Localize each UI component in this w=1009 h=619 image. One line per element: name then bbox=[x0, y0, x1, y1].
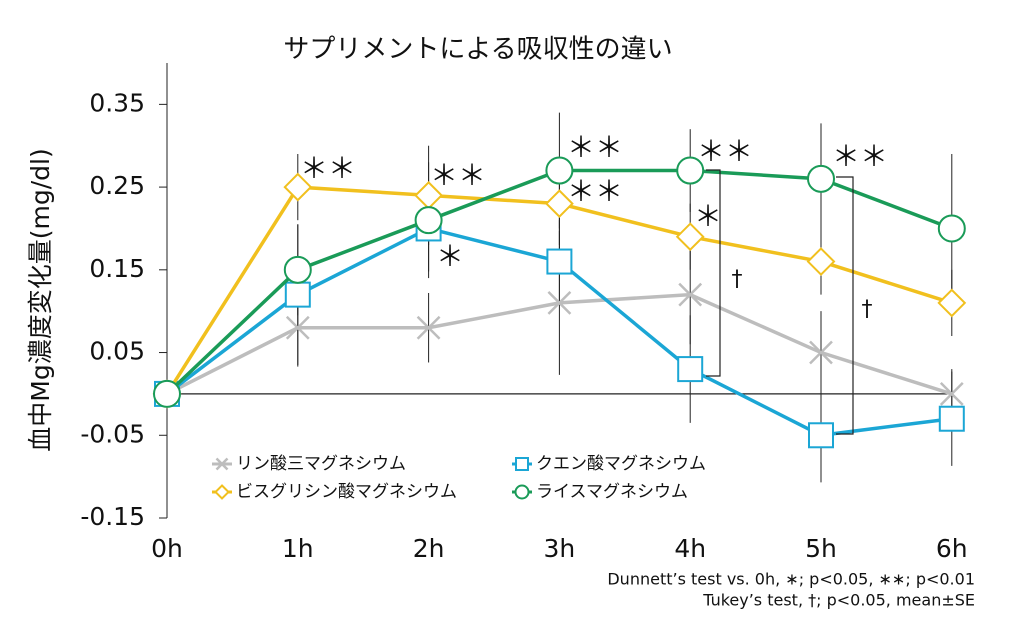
annotation: † bbox=[732, 267, 743, 292]
legend-marker bbox=[214, 484, 230, 500]
annotation: ＊＊ bbox=[567, 131, 623, 164]
chart-title: サプリメントによる吸収性の違い bbox=[283, 35, 672, 65]
marker bbox=[283, 172, 313, 202]
marker bbox=[675, 222, 705, 252]
x-tick-label: 1h bbox=[282, 534, 314, 563]
annotation: ＊＊ bbox=[832, 140, 888, 173]
marker bbox=[937, 214, 966, 243]
y-tick-label: 0.35 bbox=[89, 88, 145, 117]
y-tick-label: 0.25 bbox=[89, 171, 145, 200]
legend-marker bbox=[215, 457, 229, 471]
marker bbox=[544, 189, 574, 219]
marker bbox=[547, 291, 572, 315]
y-tick-label: 0.05 bbox=[89, 337, 145, 366]
y-tick-label: -0.15 bbox=[80, 502, 145, 531]
x-tick-label: 3h bbox=[544, 534, 576, 563]
marker bbox=[677, 356, 704, 383]
annotation: ＊ bbox=[694, 200, 722, 233]
marker bbox=[283, 255, 312, 284]
marker bbox=[285, 315, 310, 340]
marker bbox=[806, 247, 836, 276]
marker bbox=[545, 156, 574, 185]
annotation: ＊＊ bbox=[430, 159, 486, 192]
x-tick-label: 0h bbox=[151, 534, 183, 563]
marker bbox=[937, 288, 967, 318]
marker bbox=[809, 340, 833, 365]
marker bbox=[153, 379, 181, 408]
legend-marker bbox=[515, 457, 529, 471]
annotation: ＊＊ bbox=[567, 175, 623, 208]
legend-label: ライスマグネシウム bbox=[536, 482, 688, 502]
annotation: ＊＊ bbox=[300, 152, 356, 185]
legend-label: クエン酸マグネシウム bbox=[536, 454, 706, 474]
x-tick-label: 5h bbox=[805, 534, 837, 563]
y-tick-label: -0.05 bbox=[80, 419, 145, 448]
marker bbox=[414, 206, 443, 235]
legend-marker bbox=[514, 484, 530, 500]
marker bbox=[416, 315, 441, 340]
annotation: † bbox=[862, 297, 873, 322]
annotation: ＊ bbox=[436, 240, 464, 273]
bracket bbox=[706, 169, 721, 377]
legend-label: ビスグリシン酸マグネシウム bbox=[236, 482, 457, 502]
x-tick-label: 4h bbox=[674, 534, 706, 563]
x-tick-label: 6h bbox=[936, 534, 968, 563]
marker bbox=[808, 422, 834, 449]
footnote: Tukey’s test, †; p<0.05, mean±SE bbox=[702, 591, 975, 610]
x-tick-label: 2h bbox=[413, 534, 445, 563]
annotation: ＊＊ bbox=[697, 135, 753, 168]
marker bbox=[284, 281, 311, 308]
bracket bbox=[836, 176, 854, 435]
marker bbox=[939, 382, 964, 406]
y-axis-label: 血中Mg濃度変化量(mg/dl) bbox=[26, 148, 55, 451]
footnote: Dunnett’s test vs. 0h, ∗; p<0.05, ∗∗; p<… bbox=[607, 570, 975, 589]
marker bbox=[678, 282, 703, 307]
marker bbox=[546, 248, 573, 275]
marker bbox=[676, 156, 705, 185]
marker bbox=[938, 405, 965, 432]
legend-label: リン酸三マグネシウム bbox=[236, 454, 406, 474]
y-tick-label: 0.15 bbox=[89, 254, 145, 283]
marker bbox=[807, 164, 835, 193]
